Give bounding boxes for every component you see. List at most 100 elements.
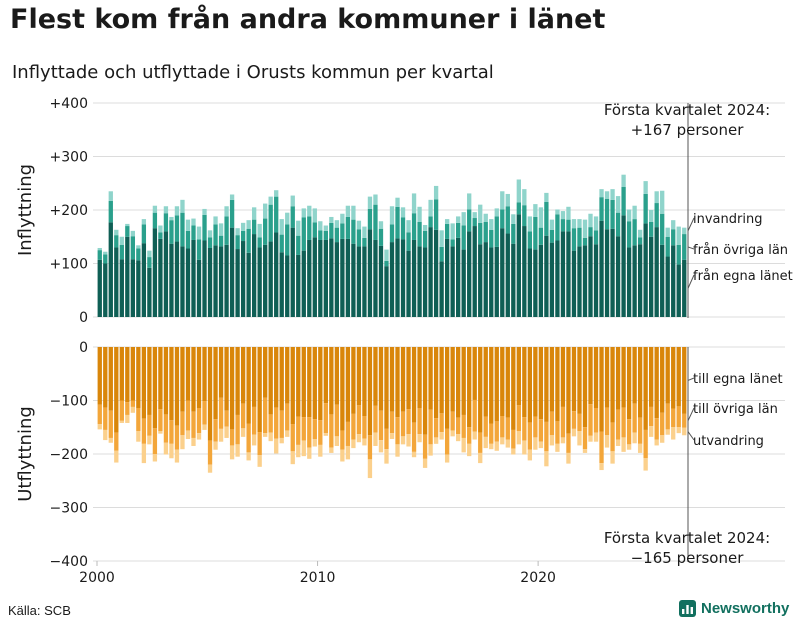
bar-segment: [549, 229, 555, 243]
bar-segment: [169, 443, 174, 459]
bar-segment: [279, 347, 284, 411]
bar-segment: [229, 347, 235, 430]
bar-segment: [467, 193, 472, 210]
bar-segment: [560, 231, 566, 317]
bar-segment: [268, 196, 273, 205]
bar-segment: [411, 347, 417, 423]
bar-segment: [411, 239, 417, 317]
brand-name: Newsworthy: [701, 600, 790, 617]
bar-segment: [125, 236, 130, 317]
bar-segment: [461, 249, 466, 317]
bar-segment: [450, 430, 455, 437]
bar-segment: [351, 413, 356, 440]
bar-segment: [406, 232, 411, 251]
bar-segment: [362, 226, 367, 238]
bar-segment: [389, 224, 395, 243]
bar-segment: [235, 414, 240, 445]
bar-segment: [318, 230, 323, 240]
bar-segment: [676, 406, 681, 428]
bar-segment: [400, 411, 406, 437]
bar-segment: [318, 221, 323, 231]
bar-segment: [202, 347, 207, 402]
bar-segment: [196, 347, 202, 408]
bar-segment: [130, 406, 135, 413]
bar-segment: [450, 246, 455, 317]
bar-segment: [422, 230, 428, 248]
bar-segment: [246, 252, 251, 317]
bar-segment: [263, 433, 268, 437]
bar-segment: [279, 234, 284, 253]
bar-segment: [527, 216, 533, 232]
bar-segment: [433, 199, 439, 230]
bar-segment: [274, 407, 279, 439]
bar-segment: [527, 449, 533, 461]
bar-segment: [505, 193, 510, 207]
bar-segment: [682, 227, 687, 235]
bar-segment: [571, 411, 577, 429]
bar-segment: [290, 424, 295, 452]
bar-segment: [362, 246, 367, 317]
bar-segment: [240, 241, 246, 317]
bar-segment: [141, 347, 147, 419]
bar-segment: [516, 430, 521, 445]
bar-segment: [461, 225, 466, 250]
bar-segment: [119, 347, 124, 401]
bar-segment: [274, 347, 279, 408]
bar-segment: [560, 347, 566, 407]
bar-segment: [682, 413, 687, 428]
bar-segment: [312, 237, 317, 317]
bar-segment: [682, 234, 687, 260]
y-axis-label: Inflyttning: [15, 164, 36, 256]
bar-segment: [307, 447, 312, 459]
bar-segment: [301, 208, 306, 218]
bar-segment: [505, 439, 510, 448]
bar-segment: [301, 417, 306, 441]
bar-segment: [555, 443, 560, 452]
bar-segment: [103, 251, 108, 255]
annotation-text: Första kvartalet 2024:: [604, 529, 770, 547]
bar-segment: [97, 404, 102, 425]
y-axis-label: Utflyttning: [15, 406, 36, 502]
bar-segment: [610, 199, 615, 229]
bar-segment: [191, 225, 196, 240]
bar-segment: [218, 428, 224, 442]
bar-segment: [411, 193, 417, 214]
bar-segment: [340, 213, 345, 224]
bar-segment: [549, 435, 555, 446]
bar-segment: [213, 224, 218, 246]
bar-segment: [373, 432, 378, 446]
bar-segment: [444, 347, 450, 429]
bar-segment: [340, 347, 345, 431]
bar-segment: [125, 223, 130, 227]
bar-segment: [136, 248, 141, 261]
bar-segment: [296, 416, 301, 445]
bar-segment: [588, 347, 593, 405]
bar-segment: [296, 220, 301, 236]
bar-segment: [152, 347, 158, 429]
bar-segment: [544, 201, 549, 236]
bar-segment: [660, 412, 665, 436]
series-label-connector: [687, 377, 695, 381]
bar-segment: [665, 347, 670, 404]
bar-segment: [152, 454, 158, 462]
bar-segment: [632, 403, 637, 433]
bar-segment: [103, 263, 108, 317]
bar-segment: [511, 448, 516, 455]
bar-segment: [340, 223, 345, 239]
bar-segment: [511, 214, 516, 224]
bar-segment: [516, 179, 521, 203]
bar-segment: [136, 245, 141, 249]
bar-segment: [147, 267, 152, 317]
bar-segment: [560, 437, 566, 444]
bar-segment: [119, 400, 124, 421]
bar-segment: [555, 421, 560, 444]
bar-segment: [467, 209, 472, 232]
bar-segment: [263, 218, 268, 245]
series-label-connector: [687, 246, 695, 250]
bar-segment: [626, 247, 632, 317]
series-label-connector: [687, 407, 695, 422]
bar-segment: [615, 196, 621, 213]
bar-segment: [621, 347, 626, 408]
bar-segment: [296, 254, 301, 317]
bar-segment: [257, 247, 262, 317]
